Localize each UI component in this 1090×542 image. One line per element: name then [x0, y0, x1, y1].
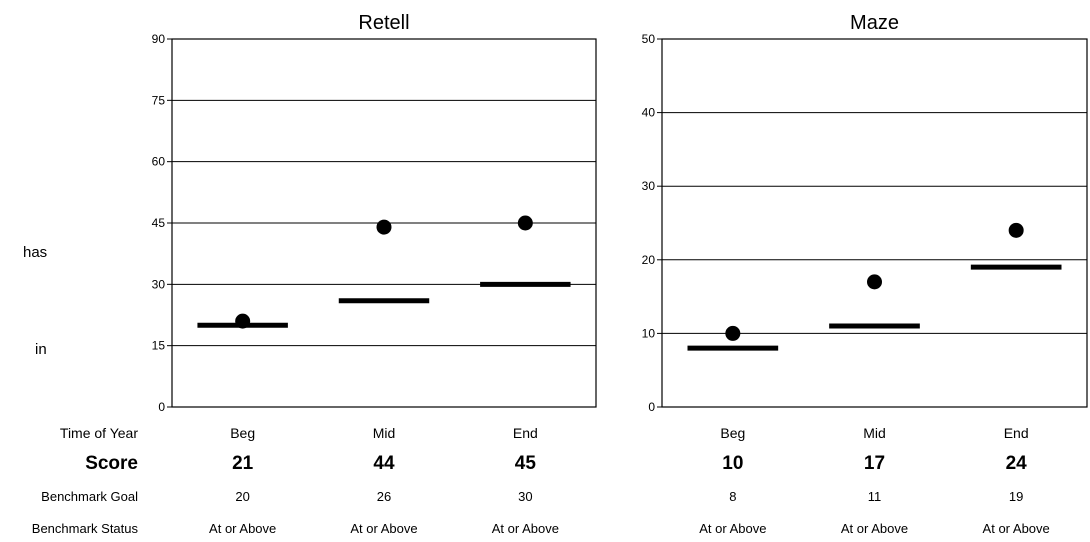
- maze-benchmark-status-value: At or Above: [841, 521, 908, 536]
- maze-benchmark-goal-value: 11: [868, 489, 882, 504]
- retell-y-tick-label: 45: [152, 216, 166, 230]
- retell-chart-panel: Retell 0 15 30 45 60 75 90 Beg 21 20 At or Above Mid…: [152, 12, 597, 536]
- retell-y-tick-label: 15: [152, 339, 166, 353]
- maze-chart-panel: Maze 0 10 20 30 40 50 Beg 10 8 At or Above Mid 17 11 A…: [642, 12, 1088, 536]
- maze-category-label: Beg: [720, 425, 745, 441]
- maze-benchmark-status-value: At or Above: [699, 521, 766, 536]
- maze-score-value: 24: [1006, 453, 1028, 474]
- maze-y-tick-label: 0: [648, 400, 655, 414]
- retell-score-value: 45: [515, 453, 537, 474]
- maze-score-point: [725, 325, 741, 341]
- row-label-time-of-year: Time of Year: [60, 425, 138, 441]
- retell-plot-frame: [171, 38, 597, 408]
- maze-y-tick-label: 10: [642, 326, 656, 340]
- text-fragment-has: has: [23, 244, 48, 261]
- maze-y-tick-label: 50: [642, 32, 656, 46]
- maze-category-label: End: [1004, 425, 1029, 441]
- retell-y-tick-label: 30: [152, 277, 166, 291]
- maze-plot-frame: [661, 38, 1088, 408]
- retell-benchmark-goal-value: 26: [377, 489, 391, 504]
- row-label-score: Score: [85, 453, 138, 474]
- retell-score-point: [376, 219, 392, 235]
- maze-chart-title: Maze: [850, 12, 899, 34]
- maze-y-tick-label: 20: [642, 253, 656, 267]
- maze-y-tick-label: 40: [642, 106, 656, 120]
- text-fragment-in: in: [35, 341, 47, 358]
- retell-category-label: Mid: [373, 425, 396, 441]
- retell-benchmark-status-value: At or Above: [492, 521, 559, 536]
- retell-y-tick-label: 0: [158, 400, 165, 414]
- retell-benchmark-status-value: At or Above: [209, 521, 276, 536]
- retell-score-point: [517, 215, 533, 231]
- retell-score-value: 21: [232, 453, 254, 474]
- retell-benchmark-goal-value: 30: [518, 489, 532, 504]
- retell-y-tick-label: 75: [152, 93, 166, 107]
- maze-score-point: [1008, 222, 1024, 238]
- retell-category-label: End: [513, 425, 538, 441]
- row-label-benchmark-goal: Benchmark Goal: [41, 489, 138, 504]
- maze-benchmark-goal-value: 8: [729, 489, 736, 504]
- retell-y-tick-label: 90: [152, 32, 166, 46]
- maze-benchmark-goal-value: 19: [1009, 489, 1023, 504]
- row-labels: Time of Year Score Benchmark Goal Benchm…: [32, 425, 139, 536]
- maze-y-tick-label: 30: [642, 179, 656, 193]
- retell-y-tick-label: 60: [152, 155, 166, 169]
- retell-chart-title: Retell: [358, 12, 409, 34]
- maze-score-value: 17: [864, 453, 885, 474]
- retell-score-point: [235, 313, 251, 329]
- maze-category-label: Mid: [863, 425, 886, 441]
- retell-score-value: 44: [373, 453, 395, 474]
- retell-benchmark-goal-value: 20: [235, 489, 249, 504]
- maze-score-value: 10: [722, 453, 743, 474]
- maze-score-point: [867, 274, 882, 290]
- retell-benchmark-status-value: At or Above: [350, 521, 417, 536]
- row-label-benchmark-status: Benchmark Status: [32, 521, 139, 536]
- retell-category-label: Beg: [230, 425, 255, 441]
- maze-benchmark-status-value: At or Above: [983, 521, 1050, 536]
